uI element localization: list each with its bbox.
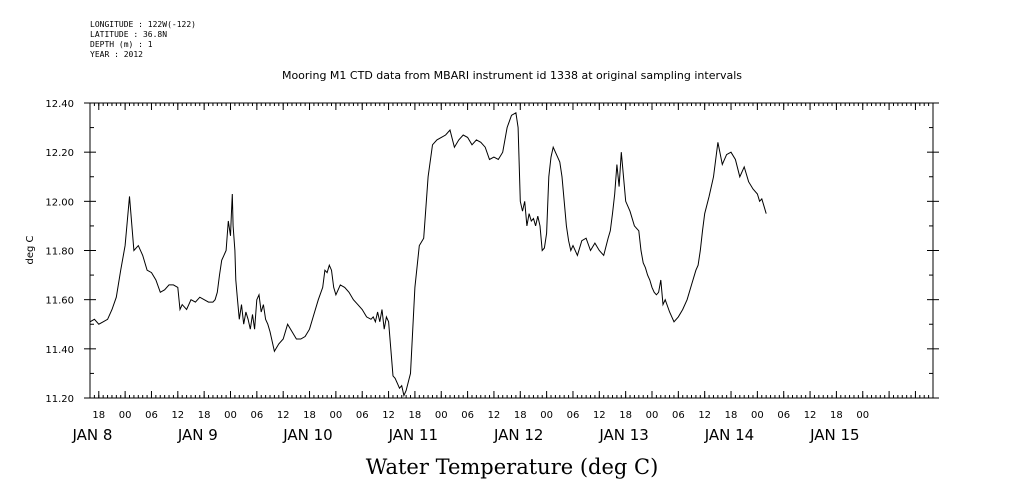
year-text: YEAR : 2012: [90, 50, 143, 59]
x-tick-label: 00: [119, 410, 132, 421]
x-tick-label: 06: [777, 410, 790, 421]
series-line: [89, 112, 767, 398]
date-label: JAN 14: [704, 426, 755, 444]
longitude-text: LONGITUDE : 122W(-122): [90, 20, 196, 29]
x-tick-label: 06: [250, 410, 263, 421]
x-tick-label: 12: [171, 410, 184, 421]
x-axis-label: Water Temperature (deg C): [366, 455, 659, 479]
y-tick-label: 11.20: [45, 394, 74, 405]
x-tick-label: 18: [198, 410, 211, 421]
x-tick-label: 00: [751, 410, 764, 421]
latitude-text: LATITUDE : 36.8N: [90, 30, 168, 39]
x-tick-label: 06: [567, 410, 580, 421]
y-tick-label: 12.40: [45, 99, 74, 110]
x-tick-label: 00: [646, 410, 659, 421]
x-tick-label: 12: [488, 410, 501, 421]
date-label: JAN 12: [493, 426, 544, 444]
x-tick-label: 18: [303, 410, 316, 421]
x-tick-label: 12: [698, 410, 711, 421]
x-tick-label: 18: [409, 410, 422, 421]
x-tick-label: 12: [382, 410, 395, 421]
y-tick-label: 11.80: [45, 247, 74, 258]
tick-marks: [84, 102, 939, 399]
y-tick-label: 11.40: [45, 345, 74, 356]
x-tick-label: 18: [725, 410, 738, 421]
depth-text: DEPTH (m) : 1: [90, 40, 153, 49]
date-label: JAN 10: [282, 426, 333, 444]
x-tick-label: 06: [461, 410, 474, 421]
x-tick-label: 18: [514, 410, 527, 421]
tick-labels: 18 00 06 12 18 00 06 12 18 00 06 12 18 00 06 12 18 00 06 12…: [45, 99, 869, 444]
y-tick-label: 11.60: [45, 296, 74, 307]
plot-frame: [89, 102, 934, 399]
x-tick-label: 06: [356, 410, 369, 421]
date-label: JAN 15: [809, 426, 860, 444]
x-tick-label: 06: [672, 410, 685, 421]
x-tick-label: 18: [830, 410, 843, 421]
y-tick-label: 12.20: [45, 148, 74, 159]
date-label: JAN 13: [598, 426, 649, 444]
x-tick-label: 12: [593, 410, 606, 421]
x-tick-label: 00: [224, 410, 237, 421]
x-tick-label: 00: [856, 410, 869, 421]
chart-title: Mooring M1 CTD data from MBARI instrumen…: [282, 69, 742, 82]
metadata-header: LONGITUDE : 122W(-122) LATITUDE : 36.8N …: [90, 20, 196, 60]
y-axis-label: deg C: [25, 235, 36, 264]
date-label: JAN 8: [71, 426, 112, 444]
date-label: JAN 9: [177, 426, 218, 444]
x-tick-label: 00: [435, 410, 448, 421]
date-label: JAN 11: [388, 426, 439, 444]
y-tick-label: 12.00: [45, 197, 74, 208]
x-tick-label: 18: [92, 410, 105, 421]
x-tick-label: 00: [540, 410, 553, 421]
x-tick-label: 06: [145, 410, 158, 421]
x-tick-label: 12: [277, 410, 290, 421]
x-tick-label: 18: [619, 410, 632, 421]
x-tick-label: 12: [804, 410, 817, 421]
x-tick-label: 00: [330, 410, 343, 421]
